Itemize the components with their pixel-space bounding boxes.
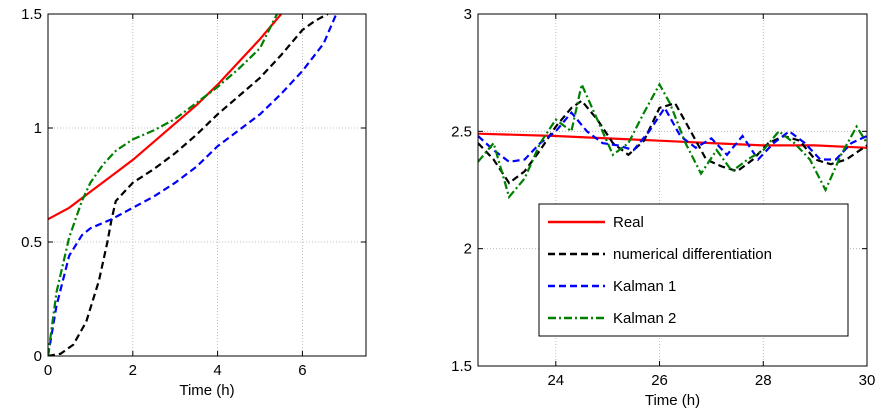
legend-label: Kalman 1 [613, 278, 676, 295]
y-tick-label: 3 [464, 6, 472, 23]
series-line-2 [48, 14, 329, 356]
y-tick-label: 1.5 [451, 358, 472, 375]
series-line-3 [48, 14, 338, 356]
y-tick-label: 0 [34, 348, 42, 365]
y-tick-label: 1.5 [21, 6, 42, 23]
series-line-4 [478, 80, 867, 200]
x-tick-label: 30 [859, 372, 876, 389]
y-tick-label: 1 [34, 120, 42, 137]
legend-label: numerical differentiation [613, 246, 772, 263]
y-tick-label: 2 [464, 241, 472, 258]
x-tick-label: 6 [298, 362, 306, 379]
x-tick-label: 28 [755, 372, 772, 389]
x-tick-label: 2 [129, 362, 137, 379]
y-tick-label: 0.5 [21, 234, 42, 251]
x-tick-label: 26 [651, 372, 668, 389]
axes-box [47, 13, 367, 357]
legend-label: Kalman 2 [613, 310, 676, 327]
legend-box [538, 203, 849, 337]
x-tick-label: 24 [547, 372, 564, 389]
series-line-4 [48, 14, 278, 356]
y-tick-label: 2.5 [451, 123, 472, 140]
x-tick-label: 4 [213, 362, 221, 379]
panel-2: 24 26 28 30 1.5 2 2.5 3 Time (h) Real numerical di… [451, 6, 875, 409]
axes-box [477, 13, 868, 367]
series-line-1 [48, 14, 283, 221]
panel-1: 0 2 4 6 0 0.5 1 1.5 Time (h) [21, 6, 367, 399]
x-axis-label: Time (h) [645, 392, 700, 409]
legend: Real numerical differentiation Kalman 1 Kal… [538, 203, 849, 337]
x-axis-label: Time (h) [179, 382, 234, 399]
legend-label: Real [613, 214, 644, 231]
series-line-2 [478, 99, 867, 185]
x-tick-label: 0 [44, 362, 52, 379]
